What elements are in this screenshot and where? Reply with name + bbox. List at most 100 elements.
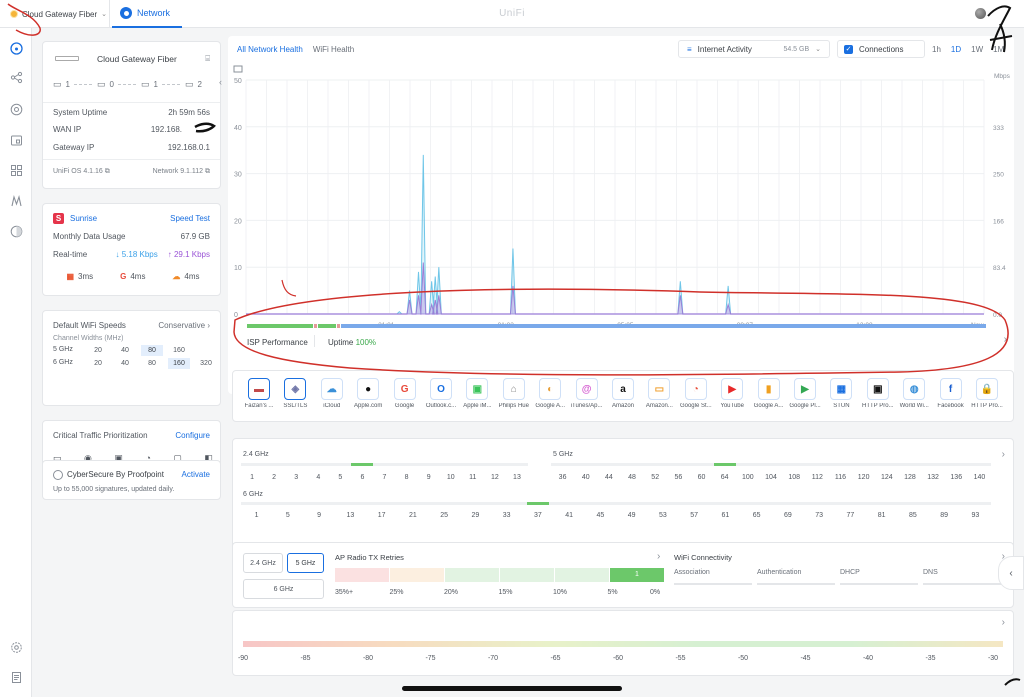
channel-number: 57 (690, 512, 699, 519)
security-icon[interactable] (9, 224, 23, 238)
app-item[interactable]: G Google (387, 378, 423, 409)
band-button[interactable]: 5 GHz (287, 553, 324, 573)
isp-card[interactable]: S Sunrise Speed Test Monthly Data Usage 6… (42, 203, 221, 296)
cybersecure-card[interactable]: CyberSecure By Proofpoint Activate Up to… (42, 460, 221, 500)
chevron-right-icon[interactable]: › (657, 551, 661, 562)
width-option[interactable]: 20 (94, 347, 102, 354)
wifi-speeds-card[interactable]: Default WiFi Speeds Conservative › Channe… (42, 310, 221, 406)
tab-all-network-health[interactable]: All Network Health (237, 45, 303, 54)
app-item[interactable]: ◐ Google A... (532, 378, 568, 409)
width-option[interactable]: 20 (94, 360, 102, 367)
app-item[interactable]: ◍ World Wi... (896, 378, 932, 409)
signal-tick-label: -70 (487, 655, 499, 662)
y-tick-label: 10 (234, 265, 242, 272)
channel-number: 6 (360, 474, 365, 481)
retry-scale-label: 0% (650, 589, 661, 596)
internet-activity-selector[interactable]: ≡ Internet Activity 54.5 GB ⌄ (678, 40, 830, 58)
range-1D[interactable]: 1D (950, 45, 962, 54)
chevron-right-icon[interactable]: › (1001, 551, 1005, 562)
app-item[interactable]: ▬ Faizan's ... (241, 378, 277, 409)
settings-icon[interactable] (9, 640, 23, 654)
app-label: Google (394, 403, 415, 409)
copy-icon[interactable]: ⧉ (205, 168, 210, 175)
retry-scale-label: 10% (553, 589, 568, 596)
signal-tick-label: -85 (300, 655, 311, 662)
width-option[interactable]: 160 (168, 358, 190, 369)
channel-number: 1 (250, 474, 254, 481)
perf-segment (337, 324, 341, 328)
tab-network[interactable]: Network (112, 0, 182, 28)
channel-track (241, 463, 528, 466)
device-card[interactable]: Cloud Gateway Fiber ⌸ ▭ 1 ▭ 0 ▭ 1 ▭ 2 System Up… (42, 41, 221, 189)
topology-icon[interactable] (9, 70, 23, 84)
notes-icon[interactable] (9, 670, 23, 684)
app-item[interactable]: ▣ HTTP Pro... (860, 378, 896, 409)
gateway-name: Cloud Gateway Fiber (22, 9, 98, 19)
app-item[interactable]: ◔ Google St... (678, 378, 714, 409)
router-icon[interactable]: ⌸ (205, 54, 210, 63)
app-item[interactable]: ▣ Apple iM... (459, 378, 495, 409)
band-button[interactable]: 2.4 GHz (243, 553, 283, 573)
activate-button[interactable]: Activate (181, 470, 210, 479)
connectivity-bar (840, 583, 918, 585)
clients-icon[interactable] (9, 102, 23, 116)
devices-icon[interactable] (9, 133, 23, 147)
gateway-selector[interactable]: Cloud Gateway Fiber ⌄ (0, 0, 110, 28)
channel-number: 120 (857, 474, 870, 481)
app-item[interactable]: ▭ Amazon... (641, 378, 677, 409)
isp-name[interactable]: Sunrise (70, 214, 98, 223)
width-option[interactable]: 80 (141, 345, 163, 356)
app-item[interactable]: ▶ Google Pl... (787, 378, 823, 409)
wifi-mode-value[interactable]: Conservative (158, 321, 206, 330)
copy-icon[interactable]: ⧉ (104, 168, 110, 175)
checkbox-checked-icon[interactable]: ✓ (844, 44, 853, 54)
home-indicator (402, 686, 622, 691)
range-1h[interactable]: 1h (932, 45, 941, 54)
width-option[interactable]: 160 (173, 347, 185, 354)
app-item[interactable]: O Outlook.c... (423, 378, 459, 409)
chevron-right-icon[interactable]: › (207, 321, 210, 330)
avatar[interactable] (975, 8, 986, 19)
app-item[interactable]: ▮ Google A... (751, 378, 787, 409)
chart-legend-icon[interactable] (233, 65, 243, 73)
app-item[interactable]: @ iTunes/Ap... (569, 378, 605, 409)
chevron-right-icon[interactable]: › (1001, 449, 1005, 460)
tab-wifi-health[interactable]: WiFi Health (312, 45, 355, 54)
chevron-right-icon[interactable]: › (1001, 617, 1005, 628)
channel-width-subtitle: Channel Widths (MHz) (53, 335, 124, 342)
app-item[interactable]: ⌂ Philips Hue (496, 378, 532, 409)
app-item[interactable]: 🔒 HTTP Pro... (969, 378, 1005, 409)
width-option[interactable]: 80 (148, 360, 156, 367)
app-item[interactable]: ▶ YouTube (714, 378, 750, 409)
isp-performance-panel[interactable]: ISP Performance Uptime 100% › (237, 286, 1007, 347)
width-option[interactable]: 320 (200, 360, 212, 367)
connections-toggle[interactable]: ✓ Connections (837, 40, 925, 58)
width-option[interactable]: 40 (121, 360, 129, 367)
band-button[interactable]: 6 GHz (243, 579, 324, 599)
app-item[interactable]: ▦ STUN (823, 378, 859, 409)
chevron-right-icon[interactable]: › (1003, 334, 1007, 345)
dashboard-icon[interactable] (9, 41, 23, 55)
app-item[interactable]: ● Apple.com (350, 378, 386, 409)
app-item[interactable]: a Amazon (605, 378, 641, 409)
latency-item: ▦ 3ms (66, 270, 93, 282)
expand-sidebar-button[interactable]: ‹ (998, 556, 1024, 590)
insights-icon[interactable] (9, 194, 23, 208)
channel-number: 36 (558, 474, 567, 481)
app-item[interactable]: f Facebook (933, 378, 969, 409)
app-item[interactable]: ☁ iCloud (314, 378, 350, 409)
realtime-label: Real-time (53, 250, 88, 259)
range-1W[interactable]: 1W (971, 45, 984, 54)
collapse-panel-icon[interactable]: ‹ (219, 77, 222, 87)
width-option[interactable]: 40 (121, 347, 129, 354)
app-label: iTunes/Ap... (570, 403, 603, 409)
range-1M[interactable]: 1M (993, 45, 1005, 54)
app-label: Outlook.c... (425, 403, 457, 409)
configure-button[interactable]: Configure (175, 431, 210, 440)
speed-test-button[interactable]: Speed Test (170, 214, 210, 223)
gateway-device-icon (55, 56, 79, 61)
app-item[interactable]: ◈ SSL/TLS (277, 378, 313, 409)
apps-icon[interactable] (9, 163, 23, 177)
app-label: Google St... (679, 403, 712, 409)
channel-number: 132 (927, 474, 939, 481)
